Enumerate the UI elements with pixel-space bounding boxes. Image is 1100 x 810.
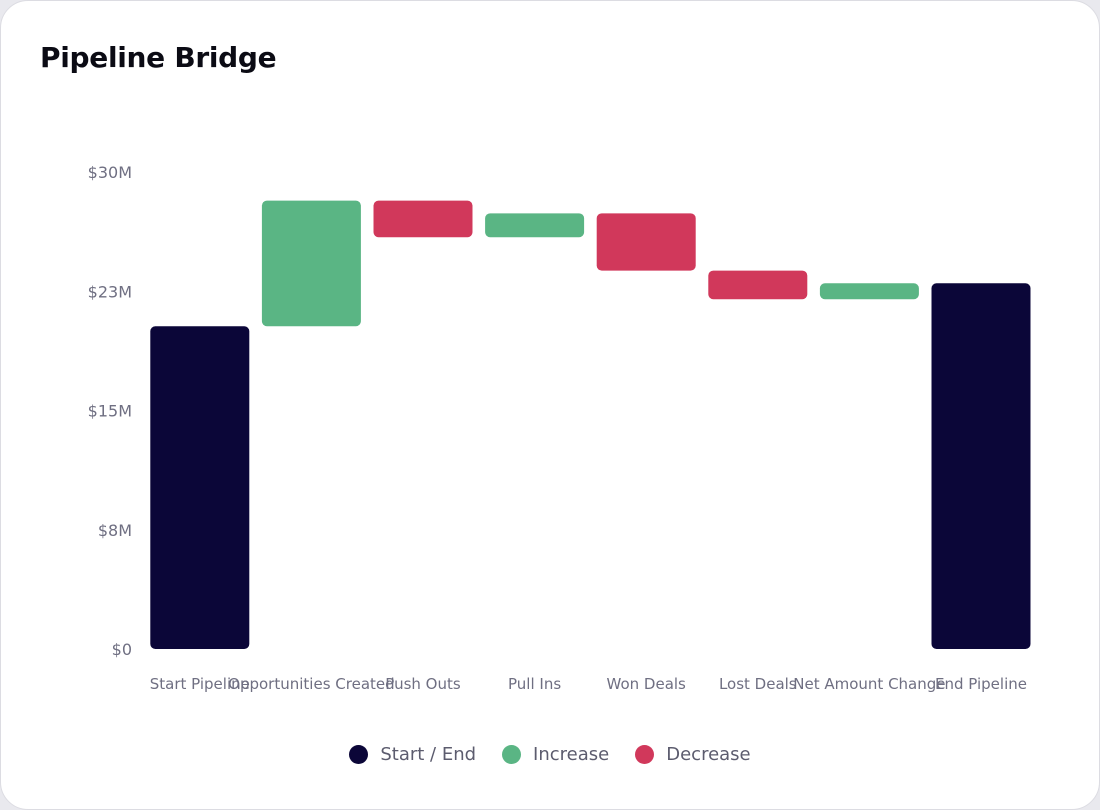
legend-item-decrease[interactable]: Decrease — [635, 744, 751, 765]
x-tick-label: Opportunities Created — [228, 675, 394, 693]
legend-item-start-end[interactable]: Start / End — [349, 744, 476, 765]
x-tick-label: Push Outs — [385, 675, 461, 693]
x-tick-label: Won Deals — [607, 675, 687, 693]
y-tick-label: $0 — [112, 640, 132, 659]
x-tick-label: Start Pipeline — [150, 675, 250, 693]
chart-title: Pipeline Bridge — [40, 41, 277, 74]
legend-swatch-decrease — [635, 745, 655, 764]
bar-end-pipeline[interactable] — [931, 283, 1031, 649]
bar-pull-ins[interactable] — [485, 213, 585, 238]
bar-start-pipeline[interactable] — [150, 326, 250, 649]
legend-label-start-end: Start / End — [380, 744, 477, 765]
y-tick-label: $30M — [88, 163, 132, 182]
bar-opportunities-created[interactable] — [261, 200, 361, 327]
x-tick-label: Lost Deals — [719, 675, 797, 693]
legend-item-increase[interactable]: Increase — [502, 744, 609, 765]
legend-label-increase: Increase — [533, 744, 610, 765]
x-tick-label: Net Amount Change — [793, 675, 945, 693]
x-tick-label: Pull Ins — [508, 675, 561, 693]
x-tick-label: End Pipeline — [935, 675, 1027, 693]
bar-net-amount-change[interactable] — [819, 283, 919, 300]
bar-push-outs[interactable] — [373, 200, 473, 238]
bar-lost-deals[interactable] — [708, 270, 808, 300]
bar-won-deals[interactable] — [596, 213, 696, 271]
legend: Start / End Increase Decrease — [0, 744, 1100, 765]
legend-swatch-increase — [502, 745, 522, 764]
y-tick-label: $23M — [88, 282, 132, 301]
legend-swatch-start-end — [349, 745, 369, 764]
y-tick-label: $8M — [98, 521, 132, 540]
legend-label-decrease: Decrease — [666, 744, 751, 765]
y-tick-label: $15M — [88, 402, 132, 421]
